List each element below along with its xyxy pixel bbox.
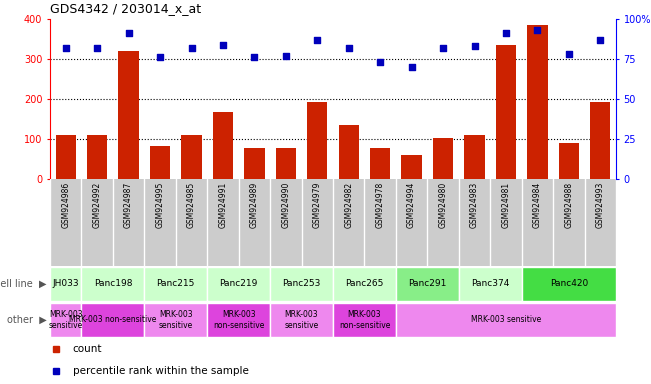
- Point: [312, 37, 322, 43]
- Point: [501, 30, 511, 36]
- Text: Panc198: Panc198: [94, 280, 132, 288]
- Text: Panc215: Panc215: [157, 280, 195, 288]
- Bar: [181, 135, 202, 179]
- Bar: [275, 148, 296, 179]
- Point: [155, 54, 165, 60]
- Bar: [402, 155, 422, 179]
- Point: [564, 51, 574, 57]
- Bar: [145, 303, 207, 337]
- Point: [344, 45, 354, 51]
- Text: Panc291: Panc291: [408, 280, 447, 288]
- Bar: [464, 135, 485, 179]
- Point: [124, 30, 134, 36]
- Text: MRK-003
non-sensitive: MRK-003 non-sensitive: [339, 310, 390, 330]
- Bar: [333, 267, 396, 301]
- Bar: [339, 125, 359, 179]
- Point: [186, 45, 197, 51]
- Text: GSM924981: GSM924981: [501, 182, 510, 228]
- Bar: [459, 267, 521, 301]
- Text: GSM924993: GSM924993: [596, 182, 605, 228]
- Text: GSM924978: GSM924978: [376, 182, 385, 228]
- Bar: [55, 135, 76, 179]
- Bar: [270, 267, 333, 301]
- Point: [469, 43, 480, 49]
- Text: GSM924984: GSM924984: [533, 182, 542, 228]
- Point: [217, 41, 228, 48]
- Bar: [396, 267, 459, 301]
- Text: Panc265: Panc265: [345, 280, 383, 288]
- Text: cell line  ▶: cell line ▶: [0, 279, 47, 289]
- Text: count: count: [73, 344, 102, 354]
- Bar: [207, 267, 270, 301]
- Text: GSM924988: GSM924988: [564, 182, 574, 228]
- Bar: [559, 143, 579, 179]
- Point: [375, 59, 385, 65]
- Point: [249, 54, 260, 60]
- Point: [92, 45, 102, 51]
- Bar: [527, 25, 547, 179]
- Bar: [81, 303, 145, 337]
- Text: GSM924995: GSM924995: [156, 182, 165, 228]
- Bar: [81, 267, 145, 301]
- Text: GSM924983: GSM924983: [470, 182, 479, 228]
- Point: [532, 27, 542, 33]
- Text: GSM924991: GSM924991: [219, 182, 227, 228]
- Text: Panc374: Panc374: [471, 280, 510, 288]
- Text: GSM924985: GSM924985: [187, 182, 196, 228]
- Text: GSM924986: GSM924986: [61, 182, 70, 228]
- Point: [438, 45, 449, 51]
- Text: MRK-003
sensitive: MRK-003 sensitive: [284, 310, 319, 330]
- Text: GSM924992: GSM924992: [92, 182, 102, 228]
- Bar: [145, 267, 207, 301]
- Text: GSM924990: GSM924990: [281, 182, 290, 228]
- Text: other  ▶: other ▶: [7, 315, 47, 325]
- Text: percentile rank within the sample: percentile rank within the sample: [73, 366, 249, 376]
- Text: GDS4342 / 203014_x_at: GDS4342 / 203014_x_at: [50, 2, 201, 15]
- Text: MRK-003 sensitive: MRK-003 sensitive: [471, 316, 541, 324]
- Text: MRK-003 non-sensitive: MRK-003 non-sensitive: [69, 316, 157, 324]
- Bar: [370, 148, 391, 179]
- Bar: [244, 148, 264, 179]
- Bar: [50, 303, 81, 337]
- Bar: [213, 112, 233, 179]
- Bar: [50, 267, 81, 301]
- Bar: [270, 303, 333, 337]
- Bar: [333, 303, 396, 337]
- Bar: [207, 303, 270, 337]
- Point: [406, 64, 417, 70]
- Text: GSM924979: GSM924979: [312, 182, 322, 228]
- Point: [595, 37, 605, 43]
- Bar: [396, 303, 616, 337]
- Text: MRK-003
sensitive: MRK-003 sensitive: [49, 310, 83, 330]
- Bar: [495, 45, 516, 179]
- Text: GSM924982: GSM924982: [344, 182, 353, 228]
- Point: [281, 53, 291, 59]
- Text: Panc219: Panc219: [219, 280, 258, 288]
- Text: JH033: JH033: [53, 280, 79, 288]
- Text: GSM924987: GSM924987: [124, 182, 133, 228]
- Text: GSM924989: GSM924989: [250, 182, 259, 228]
- Bar: [590, 102, 611, 179]
- Bar: [87, 135, 107, 179]
- Point: [61, 45, 71, 51]
- Bar: [118, 51, 139, 179]
- Bar: [150, 146, 171, 179]
- Bar: [307, 102, 327, 179]
- Text: Panc253: Panc253: [283, 280, 321, 288]
- Text: MRK-003
non-sensitive: MRK-003 non-sensitive: [213, 310, 264, 330]
- Text: MRK-003
sensitive: MRK-003 sensitive: [159, 310, 193, 330]
- Bar: [521, 267, 616, 301]
- Text: GSM924994: GSM924994: [407, 182, 416, 228]
- Bar: [433, 138, 453, 179]
- Text: Panc420: Panc420: [549, 280, 588, 288]
- Text: GSM924980: GSM924980: [439, 182, 447, 228]
